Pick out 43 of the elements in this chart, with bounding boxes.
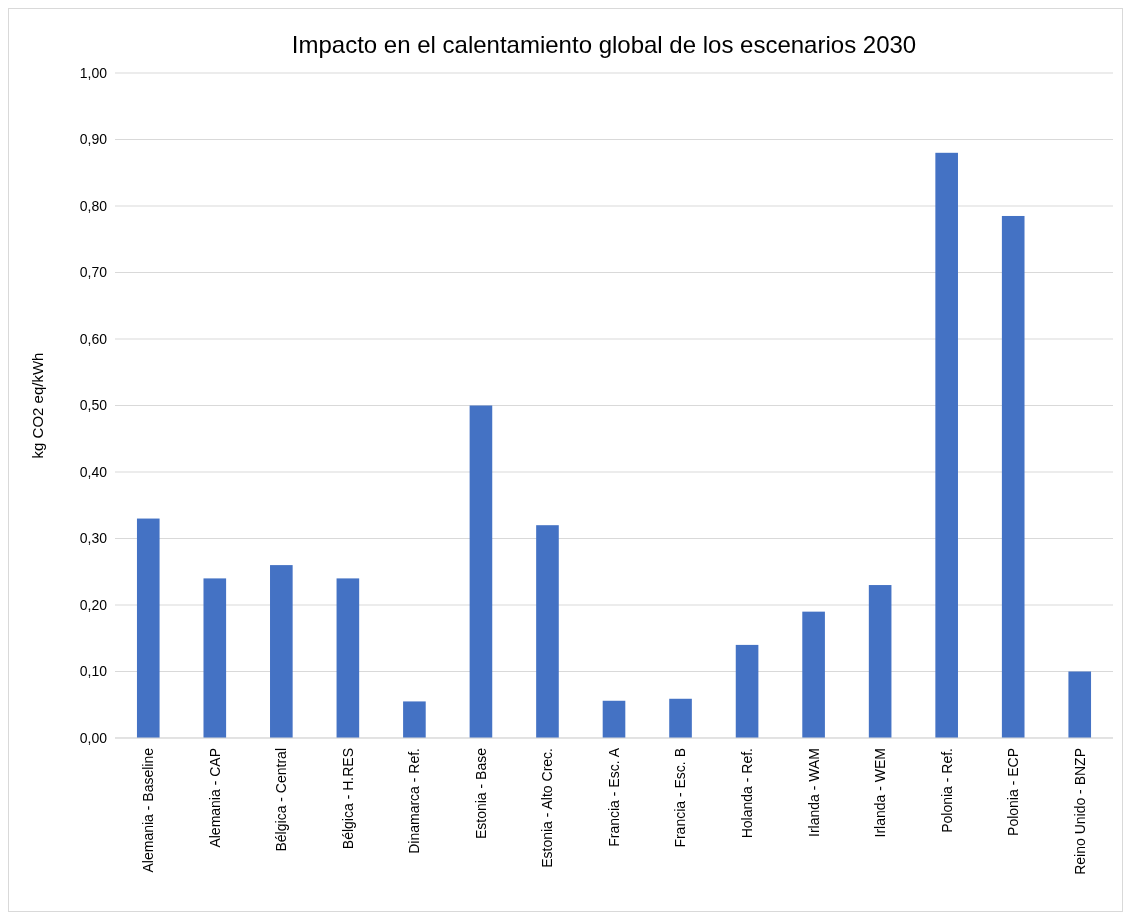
x-tick-label: Dinamarca - Ref. [406, 748, 423, 854]
y-tick-label: 0,70 [79, 264, 108, 281]
y-tick-label: 0,90 [79, 131, 108, 148]
y-tick-label: 0,00 [79, 729, 108, 746]
bar [602, 700, 626, 738]
x-tick-label: Estonia - Alto Crec. [539, 748, 556, 868]
bar [868, 585, 892, 738]
bar [469, 405, 493, 738]
x-tick-label: Polonia - Ref. [938, 748, 955, 833]
x-tick-label: Bélgica - H.RES [339, 748, 356, 850]
x-tick-label: Alemania - CAP [206, 748, 223, 848]
bar [203, 578, 227, 738]
y-tick-label: 0,40 [79, 463, 108, 480]
x-tick-label: Polonia - ECP [1005, 748, 1022, 836]
bar [1068, 671, 1092, 738]
bar [270, 565, 293, 738]
x-tick-label: Francia - Esc. B [672, 748, 689, 848]
chart-title: Impacto en el calentamiento global de los escenarios 2030 [291, 31, 917, 58]
x-tick-label: Alemania - Baseline [140, 747, 157, 873]
bar [935, 152, 958, 738]
bar [403, 701, 426, 738]
x-tick-label: Holanda - Ref. [738, 748, 755, 839]
x-tick-label: Francia - Esc. A [605, 747, 622, 847]
y-axis-title: kg CO2 eq/kWh [29, 352, 46, 459]
x-tick-label: Reino Unido - BNZP [1071, 748, 1088, 875]
x-tick-label: Estonia - Base [472, 747, 489, 840]
x-tick-label: Bélgica - Central [273, 748, 290, 852]
bar [802, 611, 825, 738]
y-tick-label: 1,00 [79, 64, 108, 81]
bar [735, 644, 759, 738]
y-tick-label: 0,80 [79, 197, 108, 214]
y-tick-label: 0,10 [79, 663, 108, 680]
bar [336, 578, 360, 738]
y-tick-label: 0,50 [79, 397, 108, 414]
y-tick-label: 0,20 [79, 596, 108, 613]
y-tick-label: 0,30 [79, 530, 108, 547]
x-tick-label: Irlanda - WEM [872, 748, 889, 838]
y-tick-label: 0,60 [79, 330, 108, 347]
bar [536, 525, 559, 738]
x-tick-label: Irlanda - WAM [805, 748, 822, 837]
bar [136, 518, 160, 738]
bar [1001, 215, 1025, 738]
bar [669, 698, 692, 738]
